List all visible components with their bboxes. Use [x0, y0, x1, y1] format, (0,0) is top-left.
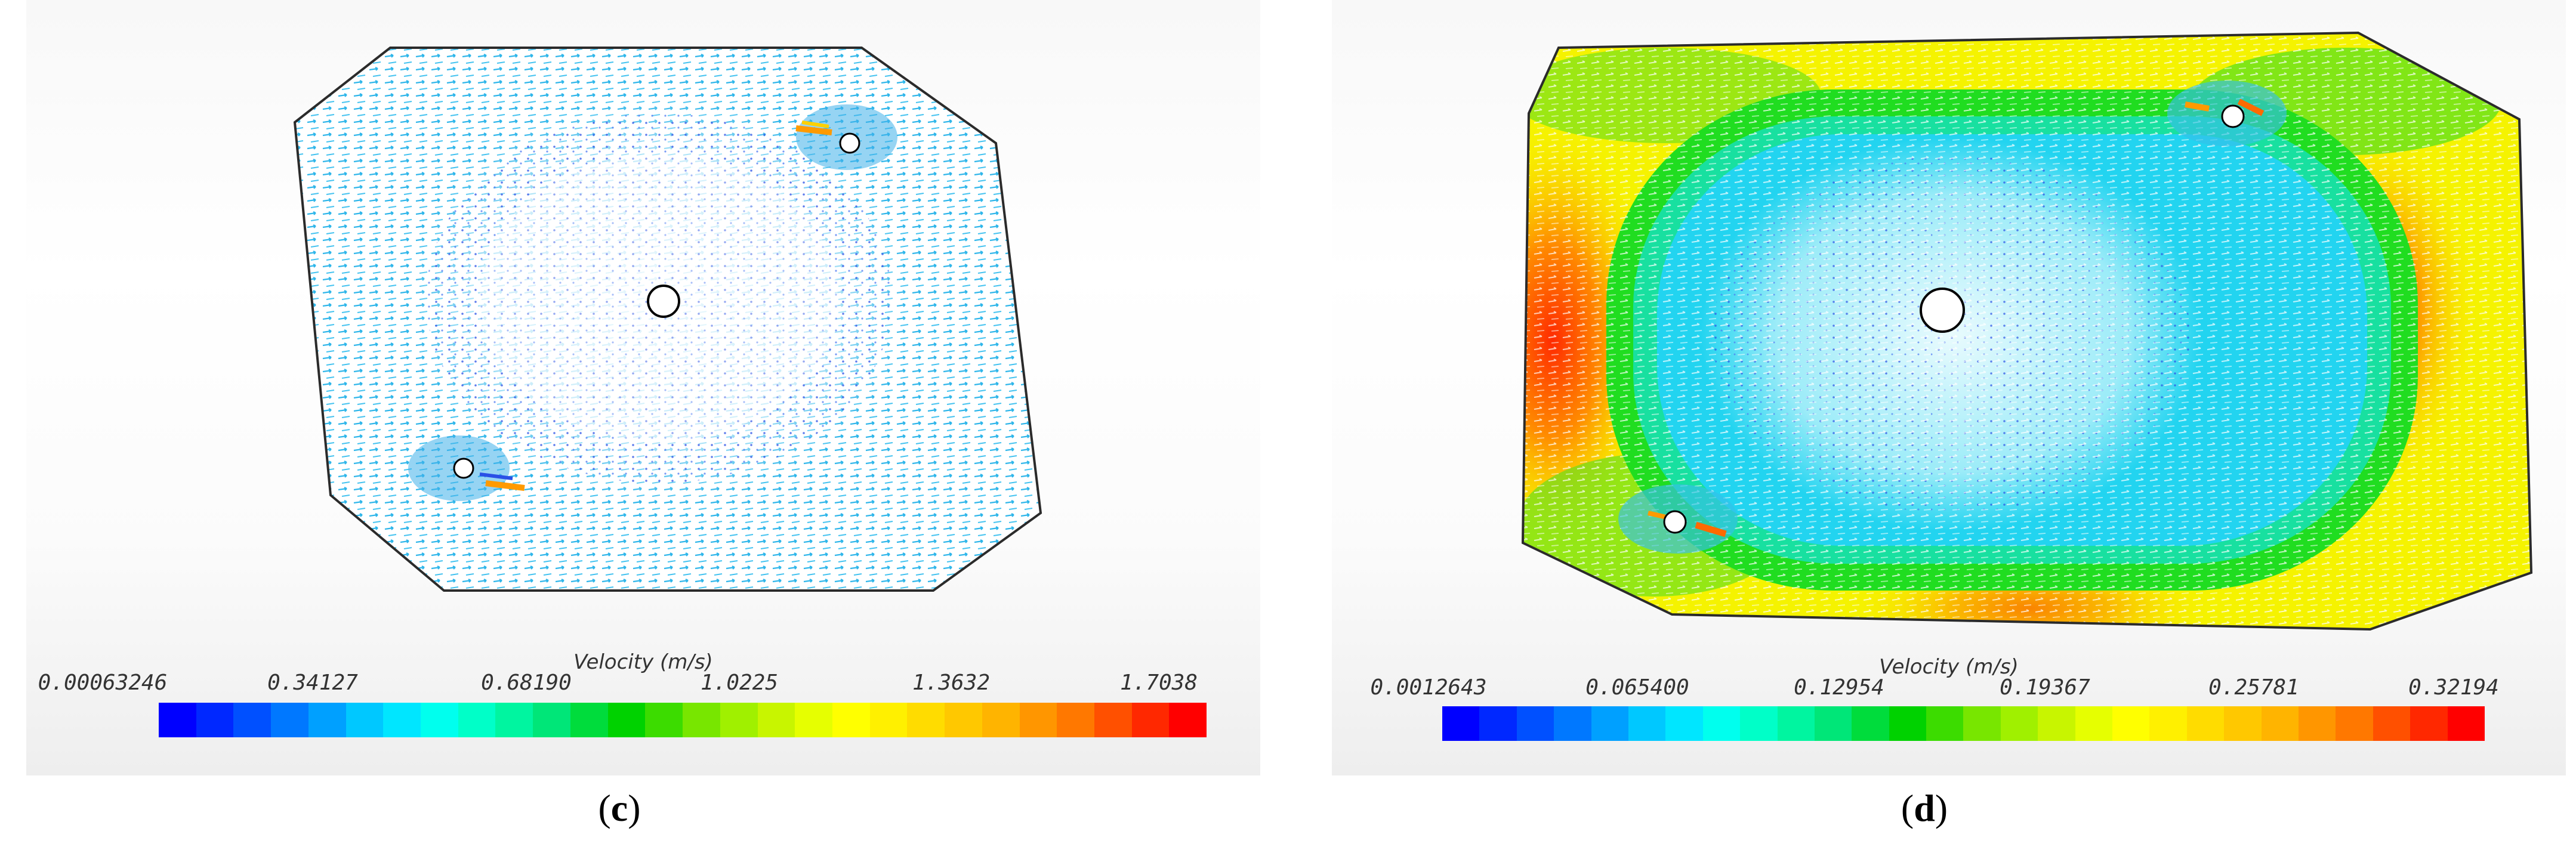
tick-d-1: 0.065400: [1585, 675, 1689, 700]
velocity-field-c: [293, 47, 1042, 592]
colorbar-segment: [2149, 706, 2187, 741]
colorbar-segment: [1665, 706, 1703, 741]
panel-d: Velocity (m/s) 0.0012643 0.065400 0.1295…: [1332, 0, 2566, 775]
legend-title-c: Velocity (m/s): [573, 650, 713, 674]
tick-d-0: 0.0012643: [1370, 675, 1487, 700]
colorbar-segment: [1094, 703, 1132, 737]
colorbar-segment: [271, 703, 308, 737]
colorbar-segment: [1814, 706, 1852, 741]
colorbar-segment: [1057, 703, 1094, 737]
velocity-field-d: [1521, 31, 2533, 631]
colorbar-segment: [720, 703, 758, 737]
colorbar-segment: [233, 703, 272, 737]
colorbar-segment: [945, 703, 982, 737]
colorbar-segment: [1131, 703, 1170, 737]
colorbar-segment: [832, 703, 870, 737]
colorbar-segment: [308, 703, 346, 737]
colorbar-segment: [607, 703, 646, 737]
colorbar-segment: [495, 703, 533, 737]
colorbar-segment: [1702, 706, 1741, 741]
colorbar-segment: [1889, 706, 1927, 741]
legend-title-d: Velocity (m/s): [1879, 655, 2019, 679]
colorbar-segment: [1740, 706, 1778, 741]
tick-c-3: 1.0225: [700, 670, 779, 695]
colorbar-segment: [1777, 706, 1815, 741]
colorbar-d: [1442, 706, 2485, 741]
tick-d-2: 0.12954: [1794, 675, 1884, 700]
colorbar-segment: [2000, 706, 2038, 741]
colorbar-segment: [645, 703, 683, 737]
colorbar-segment: [1442, 706, 1480, 741]
colorbar-segment: [683, 703, 720, 737]
colorbar-segment: [869, 703, 908, 737]
colorbar-segment: [159, 703, 196, 737]
caption-c: (c): [598, 787, 641, 829]
tick-c-2: 0.68190: [481, 670, 572, 695]
colorbar-segment: [2224, 706, 2262, 741]
colorbar-c: [159, 703, 1207, 737]
colorbar-segment: [795, 703, 832, 737]
colorbar-segment: [907, 703, 945, 737]
colorbar-segment: [2447, 706, 2485, 741]
tick-c-0: 0.00063246: [38, 670, 168, 695]
panel-c: Velocity (m/s) 0.00063246 0.34127 0.6819…: [26, 0, 1260, 775]
colorbar-segment: [2261, 706, 2299, 741]
colorbar-segment: [2186, 706, 2225, 741]
colorbar-segment: [2038, 706, 2075, 741]
colorbar-segment: [345, 703, 384, 737]
colorbar-segment: [2336, 706, 2373, 741]
colorbar-segment: [1963, 706, 2001, 741]
colorbar-segment: [2112, 706, 2150, 741]
colorbar-segment: [1628, 706, 1666, 741]
colorbar-segment: [196, 703, 234, 737]
colorbar-segment: [982, 703, 1020, 737]
colorbar-segment: [1516, 706, 1554, 741]
tick-c-1: 0.34127: [267, 670, 358, 695]
tick-c-4: 1.3632: [912, 670, 991, 695]
tick-d-3: 0.19367: [2000, 675, 2090, 700]
colorbar-segment: [757, 703, 795, 737]
colorbar-segment: [2410, 706, 2448, 741]
colorbar-segment: [1926, 706, 1964, 741]
colorbar-segment: [2075, 706, 2113, 741]
colorbar-segment: [1169, 703, 1207, 737]
colorbar-segment: [1852, 706, 1889, 741]
colorbar-segment: [1479, 706, 1517, 741]
colorbar-segment: [570, 703, 608, 737]
colorbar-segment: [533, 703, 570, 737]
colorbar-segment: [421, 703, 458, 737]
caption-d: (d): [1901, 787, 1948, 829]
colorbar-segment: [1591, 706, 1628, 741]
colorbar-segment: [1554, 706, 1591, 741]
colorbar-segment: [1019, 703, 1057, 737]
colorbar-segment: [2298, 706, 2336, 741]
colorbar-segment: [458, 703, 496, 737]
tick-c-5: 1.7038: [1119, 670, 1198, 695]
colorbar-segment: [2373, 706, 2411, 741]
tick-d-4: 0.25781: [2208, 675, 2299, 700]
tick-d-5: 0.32194: [2408, 675, 2499, 700]
colorbar-segment: [383, 703, 421, 737]
